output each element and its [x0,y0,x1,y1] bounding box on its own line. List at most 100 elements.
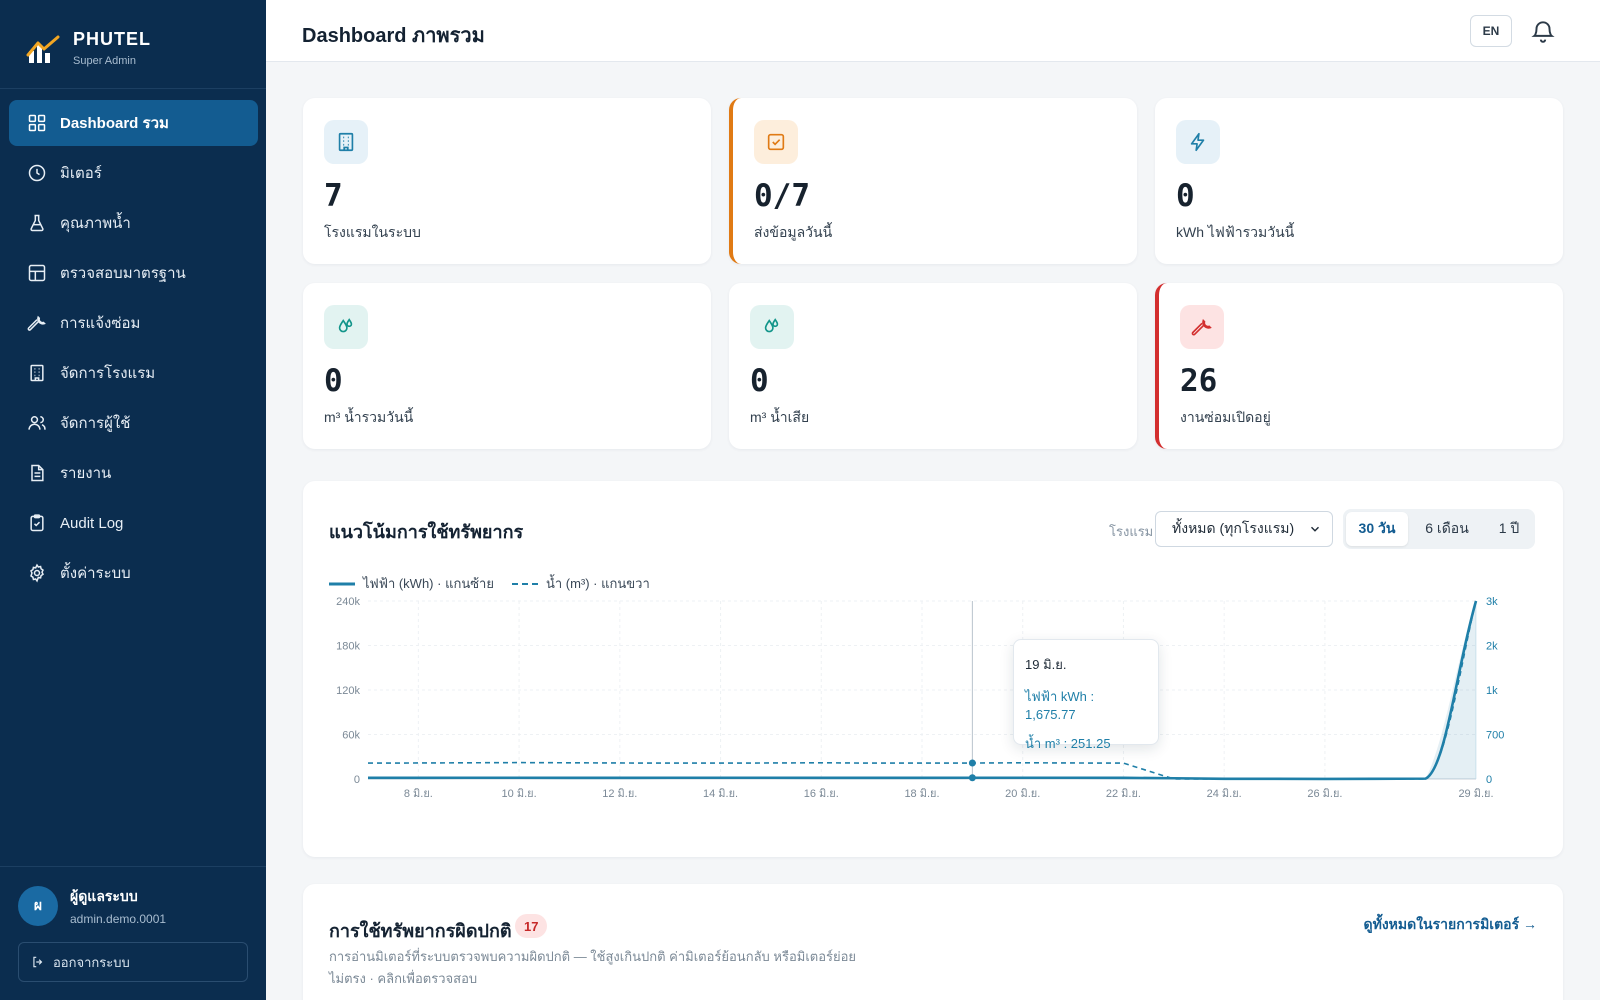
stat-card-electricity[interactable]: 0 kWh ไฟฟ้ารวมวันนี้ [1155,98,1563,264]
x-tick-label: 29 มิ.ย. [1458,788,1493,800]
sidebar-item-water-quality[interactable]: คุณภาพน้ำ [9,200,258,246]
trend-chart-card: แนวโน้มการใช้ทรัพยากร โรงแรม ทั้งหมด (ทุ… [303,481,1563,857]
sidebar-item-repairs[interactable]: การแจ้งซ่อม [9,300,258,346]
users-icon [28,416,46,430]
y-left-tick-label: 180k [336,641,360,653]
water-series-line [367,600,1477,780]
sidebar-item-hotels[interactable]: จัดการโรงแรม [9,350,258,396]
stat-icon-wrapper [750,305,794,349]
chart-legend: ไฟฟ้า (kWh) · แกนซ้าย น้ำ (m³) · แกนขวา [329,573,668,594]
hotel-select[interactable]: ทั้งหมด (ทุกโรงแรม) [1155,511,1333,547]
user-email: admin.demo.0001 [70,912,167,926]
top-bar: Dashboard ภาพรวม EN [266,0,1600,62]
stat-card-hotels[interactable]: 7 โรงแรมในระบบ [303,98,711,264]
legend-swatch-solid [329,582,355,585]
language-toggle-button[interactable]: EN [1470,15,1512,47]
sidebar-item-reports[interactable]: รายงาน [9,450,258,496]
y-right-tick-label: 2k [1486,641,1498,653]
electric-area [1425,601,1476,779]
stat-card-submissions[interactable]: 0/7 ส่งข้อมูลวันนี้ [729,98,1137,264]
range-button-6m[interactable]: 6 เดือน [1425,520,1469,536]
logout-button[interactable]: ออกจากระบบ [18,942,248,982]
avatar: ผ [18,886,58,926]
anomaly-title: การใช้ทรัพยากรผิดปกติ [329,921,512,941]
sidebar-divider [0,866,266,867]
legend-label: น้ำ (m³) · แกนขวา [545,576,650,591]
sidebar-item-label: จัดการโรงแรม [60,365,156,382]
stat-value: 7 [324,178,343,214]
stat-value: 0 [324,363,343,399]
sidebar-item-label: คุณภาพน้ำ [60,215,131,232]
sidebar-item-label: จัดการผู้ใช้ [60,415,131,432]
y-right-tick-label: 1k [1486,685,1498,697]
stat-value: 0 [750,363,769,399]
stat-card-repairs[interactable]: 26 งานซ่อมเปิดอยู่ [1155,283,1563,449]
lightning-icon [1190,132,1205,152]
sidebar-item-settings[interactable]: ตั้งค่าระบบ [9,550,258,596]
stat-card-water[interactable]: 0 m³ น้ำรวมวันนี้ [303,283,711,449]
stat-label: m³ น้ำรวมวันนี้ [324,409,414,425]
flask-icon [30,214,44,232]
view-all-meters-link[interactable]: ดูทั้งหมดในรายการมิเตอร์ → [1363,916,1537,932]
checkbox-icon [767,133,785,151]
sidebar-item-audit-log[interactable]: Audit Log [9,500,258,546]
clipboard-icon [30,514,44,532]
building-icon [338,132,354,152]
x-tick-label: 8 มิ.ย. [404,788,433,800]
chevron-down-icon [1311,526,1319,532]
chart-tooltip: 19 มิ.ย. ไฟฟ้า kWh : 1,675.77 น้ำ m³ : 2… [1013,639,1159,751]
y-left-tick-label: 240k [336,597,360,608]
sidebar-item-meters[interactable]: มิเตอร์ [9,150,258,196]
anomaly-description: การอ่านมิเตอร์ที่ระบบตรวจพบความผิดปกติ —… [329,949,857,986]
anomaly-card: การใช้ทรัพยากรผิดปกติ 17 ดูทั้งหมดในรายก… [303,884,1563,1000]
sidebar-item-users[interactable]: จัดการผู้ใช้ [9,400,258,446]
stat-label: m³ น้ำเสีย [750,409,810,425]
sidebar-item-label: รายงาน [60,465,112,482]
clock-icon [28,164,46,182]
wrench-icon [27,315,46,331]
stat-icon-wrapper [754,120,798,164]
gear-icon [30,563,44,583]
user-name: ผู้ดูแลระบบ [70,888,138,904]
range-button-30d[interactable]: 30 วัน [1346,512,1408,546]
stat-icon-wrapper [1176,120,1220,164]
electric-hover-point [968,774,976,782]
trend-line-chart[interactable]: 0 0 60k 700 120k 1k 180k 2k 240k 3k 8 มิ.ย. 10 มิ.ย… [303,597,1563,827]
sidebar-item-label: Dashboard รวม [60,115,169,132]
sidebar-nav: Dashboard รวม มิเตอร์ คุณภาพน้ำ ตรวจสอบม… [9,100,258,600]
x-tick-label: 24 มิ.ย. [1207,788,1242,800]
legend-swatch-dashed [511,582,538,585]
wrench-icon [1191,319,1212,336]
sidebar-item-standards[interactable]: ตรวจสอบมาตรฐาน [9,250,258,296]
stat-icon-wrapper [324,305,368,349]
stat-value: 0 [1176,178,1195,214]
tooltip-water: น้ำ m³ : 251.25 [1025,736,1111,751]
sidebar-item-label: Audit Log [60,514,124,532]
droplet-icon [764,318,779,333]
hotel-filter-label: โรงแรม [1109,524,1154,539]
x-tick-label: 16 มิ.ย. [804,788,839,800]
legend-item-water: น้ำ (m³) · แกนขวา [511,573,650,594]
chart-title: แนวโน้มการใช้ทรัพยากร [329,522,524,542]
brand-role: Super Admin [73,55,136,67]
sidebar-item-label: มิเตอร์ [60,165,102,182]
y-left-tick-label: 60k [342,730,360,742]
logout-icon [33,956,43,968]
electric-series-line [367,600,1478,781]
page-title: Dashboard ภาพรวม [302,25,485,47]
range-button-1y[interactable]: 1 ปี [1498,520,1520,536]
brand-logo-icon [26,35,60,63]
stat-value: 0/7 [754,178,810,214]
bell-icon[interactable] [1530,18,1556,44]
stat-icon-wrapper [324,120,368,164]
y-right-tick-label: 0 [1486,774,1492,786]
stat-label: ส่งข้อมูลวันนี้ [754,224,833,240]
sidebar-item-dashboard[interactable]: Dashboard รวม [9,100,258,146]
brand: PHUTEL Super Admin [26,24,151,72]
stat-card-wastewater[interactable]: 0 m³ น้ำเสีย [729,283,1137,449]
stat-label: งานซ่อมเปิดอยู่ [1180,409,1271,425]
x-tick-label: 26 มิ.ย. [1307,788,1342,800]
y-right-tick-label: 700 [1486,730,1504,742]
sidebar-item-label: ตรวจสอบมาตรฐาน [60,265,186,282]
x-tick-label: 20 มิ.ย. [1005,788,1040,800]
